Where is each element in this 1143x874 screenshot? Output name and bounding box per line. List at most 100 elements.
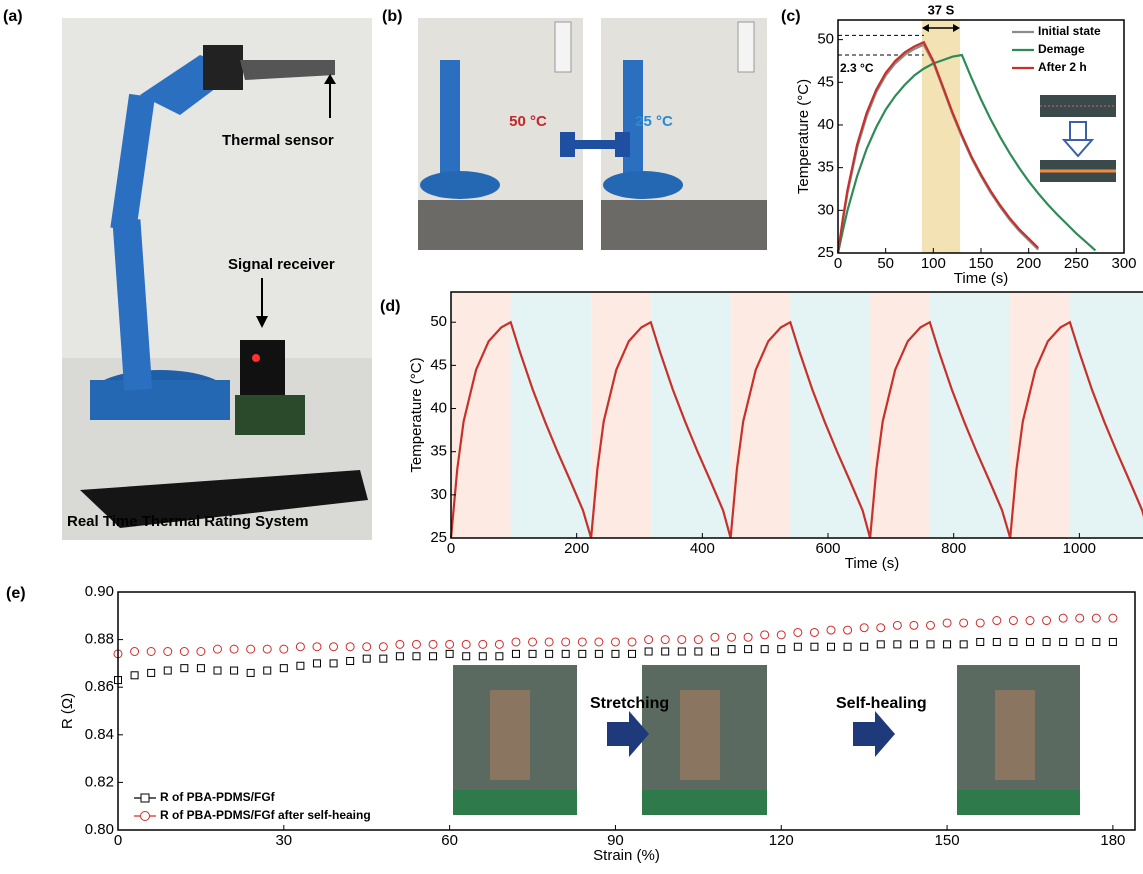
point: [810, 628, 818, 636]
panel-label: (d): [380, 298, 400, 315]
y-axis-label: Temperature (°C): [408, 357, 425, 472]
point: [645, 648, 652, 655]
point: [496, 653, 503, 660]
point: [645, 636, 653, 644]
point: [877, 624, 885, 632]
point: [396, 640, 404, 648]
x-tick-label: 200: [1016, 255, 1041, 272]
y-tick-label: 0.80: [85, 821, 114, 838]
point: [728, 633, 736, 641]
highlight: [922, 20, 960, 253]
band: [870, 292, 930, 538]
point: [147, 648, 155, 656]
point: [728, 646, 735, 653]
point: [595, 638, 603, 646]
point: [695, 648, 702, 655]
band: [1010, 292, 1070, 538]
x-tick-label: 60: [441, 832, 458, 849]
point: [926, 621, 934, 629]
point: [546, 650, 553, 657]
point: [330, 660, 337, 667]
y-tick-label: 0.84: [85, 726, 114, 743]
point: [446, 640, 454, 648]
point: [164, 667, 171, 674]
point: [512, 638, 520, 646]
y-tick-label: 0.90: [85, 583, 114, 600]
point: [844, 643, 851, 650]
point: [811, 643, 818, 650]
y-tick-label: 50: [817, 31, 834, 48]
point: [893, 621, 901, 629]
y-tick-label: 50: [430, 313, 447, 330]
point: [977, 638, 984, 645]
point: [463, 653, 470, 660]
point: [446, 650, 453, 657]
x-axis-label: Strain (%): [593, 847, 660, 864]
point: [230, 645, 238, 653]
point: [1043, 617, 1051, 625]
point: [578, 638, 586, 646]
point: [280, 665, 287, 672]
point: [777, 631, 785, 639]
inset: [1040, 95, 1116, 182]
x-tick-label: 1000: [1063, 540, 1096, 557]
point: [413, 653, 420, 660]
x-tick-label: 400: [690, 540, 715, 557]
point: [380, 655, 387, 662]
point: [1093, 638, 1100, 645]
legend-marker: [141, 812, 150, 821]
point: [512, 650, 519, 657]
point: [164, 648, 172, 656]
point: [993, 617, 1001, 625]
point: [1026, 638, 1033, 645]
point: [744, 633, 752, 641]
point: [495, 640, 503, 648]
point: [1009, 617, 1017, 625]
point: [711, 633, 719, 641]
line-series: [838, 55, 1095, 253]
x-tick-label: 50: [877, 255, 894, 272]
band: [591, 292, 651, 538]
x-tick-label: 250: [1064, 255, 1089, 272]
point: [148, 669, 155, 676]
point: [629, 650, 636, 657]
point: [214, 667, 221, 674]
photo-b: [418, 18, 767, 250]
x-tick-label: 180: [1100, 832, 1125, 849]
photo-caption: Real Time Thermal Rating System: [67, 513, 308, 530]
x-tick-label: 100: [921, 255, 946, 272]
point: [877, 641, 884, 648]
point: [347, 658, 354, 665]
y-tick-label: 25: [430, 529, 447, 546]
point: [562, 638, 570, 646]
point: [662, 648, 669, 655]
photo-label: 25 °C: [635, 113, 673, 130]
point: [960, 641, 967, 648]
point: [181, 665, 188, 672]
band: [451, 292, 511, 538]
point: [430, 653, 437, 660]
x-tick-label: 0: [114, 832, 122, 849]
point: [894, 641, 901, 648]
y-tick-label: 40: [817, 116, 834, 133]
point: [131, 672, 138, 679]
point: [628, 638, 636, 646]
point: [1010, 638, 1017, 645]
photo-label: Stretching: [590, 695, 669, 712]
point: [794, 628, 802, 636]
photo-label: Signal receiver: [228, 256, 335, 273]
point: [1076, 638, 1083, 645]
point: [1109, 614, 1117, 622]
point: [861, 643, 868, 650]
point: [313, 660, 320, 667]
legend-label: R of PBA-PDMS/FGf after self-heaing: [160, 808, 371, 822]
y-tick-label: 30: [430, 486, 447, 503]
panel-label: (c): [781, 8, 801, 25]
photo-a: [62, 18, 372, 540]
y-tick-label: 40: [430, 399, 447, 416]
point: [761, 646, 768, 653]
point: [280, 645, 288, 653]
point: [247, 645, 255, 653]
point: [529, 638, 537, 646]
x-tick-label: 600: [815, 540, 840, 557]
